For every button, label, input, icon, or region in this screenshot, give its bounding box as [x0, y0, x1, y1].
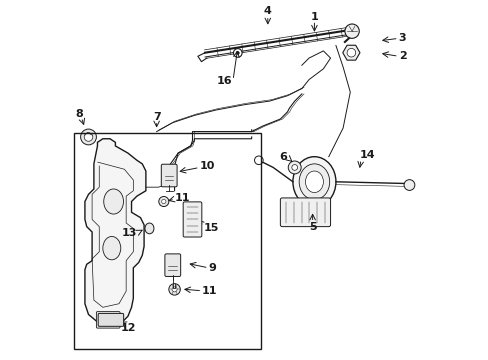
Circle shape [233, 49, 242, 57]
Text: 16: 16 [216, 76, 231, 86]
FancyBboxPatch shape [98, 314, 123, 326]
Text: 9: 9 [208, 263, 216, 273]
Circle shape [168, 284, 180, 295]
Bar [74, 134, 260, 348]
Text: 5: 5 [308, 222, 316, 231]
FancyBboxPatch shape [161, 164, 177, 187]
Text: 8: 8 [76, 109, 83, 119]
Text: 4: 4 [264, 6, 271, 17]
Circle shape [162, 199, 165, 204]
Text: 13: 13 [122, 228, 137, 238]
Text: 3: 3 [398, 33, 406, 43]
Circle shape [236, 51, 239, 54]
Text: 15: 15 [203, 224, 218, 233]
Circle shape [84, 133, 93, 141]
Circle shape [287, 161, 301, 174]
Circle shape [344, 24, 359, 39]
Ellipse shape [102, 237, 121, 260]
Circle shape [172, 287, 177, 292]
Text: 12: 12 [120, 323, 136, 333]
Text: 14: 14 [359, 150, 374, 160]
Ellipse shape [103, 189, 123, 214]
Circle shape [403, 180, 414, 190]
Text: 1: 1 [310, 12, 318, 22]
Circle shape [146, 225, 152, 231]
Circle shape [291, 165, 297, 170]
Ellipse shape [305, 171, 323, 193]
Ellipse shape [292, 157, 335, 207]
Text: 2: 2 [398, 51, 406, 61]
FancyBboxPatch shape [280, 198, 330, 226]
Ellipse shape [299, 164, 329, 200]
Circle shape [346, 48, 355, 57]
Text: 6: 6 [279, 152, 287, 162]
FancyBboxPatch shape [164, 254, 180, 276]
Circle shape [159, 197, 168, 207]
Text: 10: 10 [199, 161, 215, 171]
Ellipse shape [144, 223, 154, 234]
Circle shape [254, 156, 263, 165]
Text: 7: 7 [152, 112, 160, 122]
FancyBboxPatch shape [96, 312, 120, 328]
Text: 11: 11 [201, 286, 217, 296]
FancyBboxPatch shape [183, 202, 202, 237]
Text: 11: 11 [174, 193, 190, 203]
Circle shape [81, 129, 96, 145]
Polygon shape [85, 139, 145, 325]
